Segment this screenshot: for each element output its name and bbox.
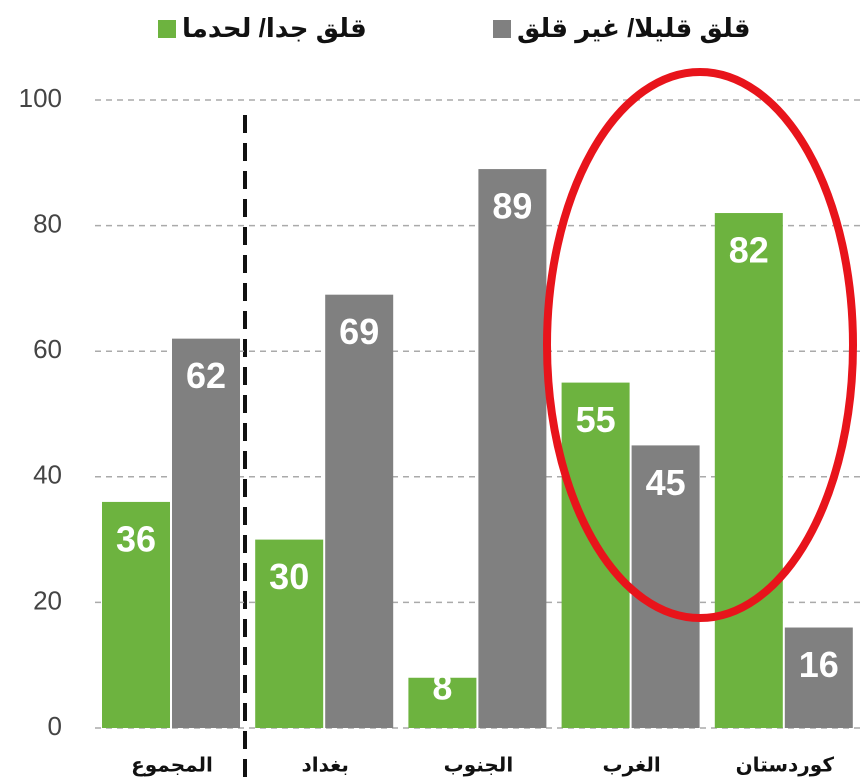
bar [408,677,477,728]
bar [255,539,324,728]
y-tick-label: 100 [19,83,62,113]
x-tick-label: المجموع [131,754,213,776]
legend-label: قلق قليلا/ غير قلق [517,13,751,44]
legend-label: قلق جدا/ لحدما [182,13,367,44]
x-tick-label: بغداد [301,754,348,776]
legend-swatch [493,20,511,38]
bar [561,382,630,728]
bar [478,169,547,728]
value-label: 62 [186,355,226,396]
value-label: 55 [576,399,616,440]
y-tick-label: 80 [33,208,62,238]
value-label: 82 [729,230,769,271]
bar [714,213,783,729]
bar [631,445,700,728]
value-label: 16 [799,644,839,685]
bar [325,294,394,728]
value-label: 30 [269,556,309,597]
value-label: 45 [646,462,686,503]
y-tick-label: 60 [33,334,62,364]
y-tick-label: 20 [33,585,62,615]
y-tick-label: 0 [48,711,62,741]
bar [102,501,170,728]
x-tick-label: كوردستان [736,754,835,776]
value-label: 69 [339,311,379,352]
bar [784,627,853,728]
value-label: 36 [116,518,156,559]
bar [172,338,240,728]
y-tick-label: 40 [33,460,62,490]
value-label: 89 [492,186,532,227]
legend-swatch [158,20,176,38]
x-tick-label: الجنوب [444,754,514,776]
highlight-ellipse [543,68,857,622]
value-label: 8 [432,667,452,708]
x-tick-label: الغرب [602,754,660,776]
